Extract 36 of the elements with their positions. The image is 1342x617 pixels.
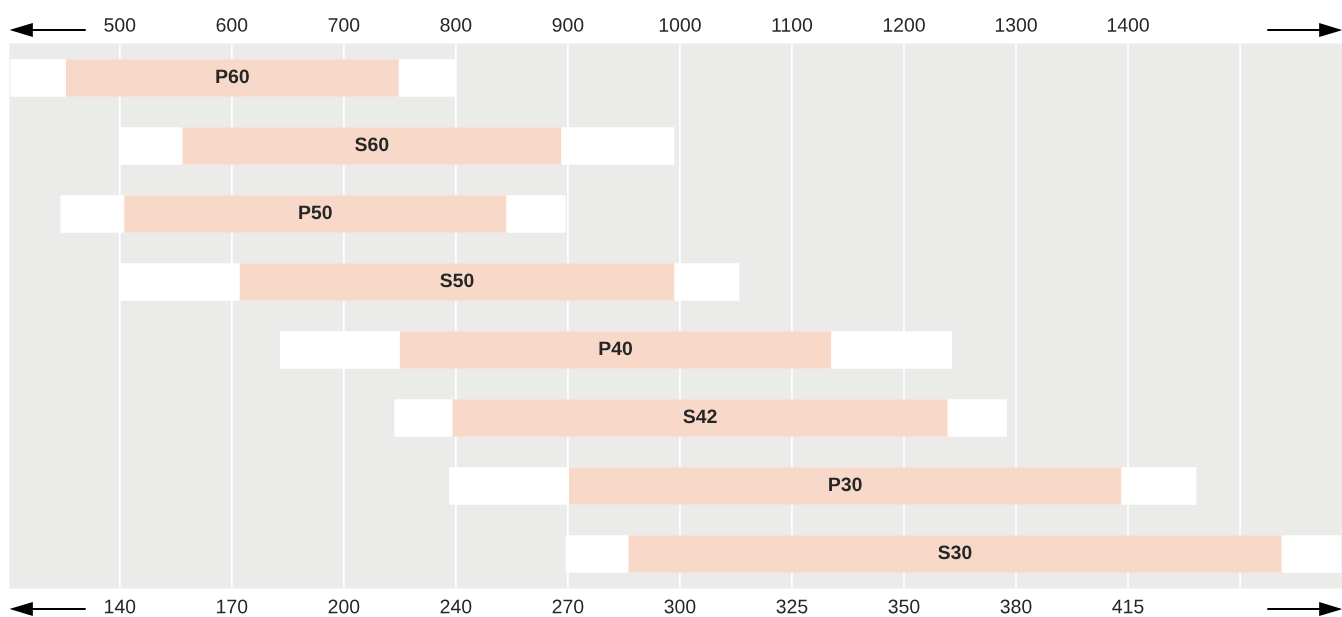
x-tick-label: 700 [328,18,360,32]
x-tick-label: 600 [216,18,248,32]
bar [452,399,948,437]
text: 300 [664,599,696,614]
y-tick-label: P50 [299,205,332,220]
x-tick-label: 800 [440,18,472,32]
text: 200 [328,599,360,614]
bar [569,467,1122,505]
x-tick-label: 1200 [883,18,925,32]
bar [66,59,399,97]
x-tick-label: 900 [552,18,584,32]
bar [124,195,507,233]
text: 270 [552,599,584,614]
x-tick-label: 1300 [995,18,1037,32]
x-tick-label: 500 [104,18,136,32]
text: 240 [440,599,472,614]
y-tick-label: S60 [355,137,389,152]
bar [239,263,675,301]
y-tick-label: P30 [829,477,862,492]
text: 350 [888,599,920,614]
text: 415 [1112,599,1144,614]
x-tick-label: 1400 [1107,18,1149,32]
text: 325 [776,599,808,614]
text: 380 [1000,599,1032,614]
y-tick-label: S30 [938,545,972,560]
y-tick-label: P60 [216,69,249,84]
y-tick-label: S42 [683,409,717,424]
text: 170 [217,599,248,614]
text: 140 [105,599,136,614]
x-tick-label: 1000 [659,18,701,32]
x-tick-label: 1100 [772,18,813,32]
y-tick-label: S50 [440,273,474,288]
bar [628,535,1282,573]
bar [399,331,832,369]
bar [182,127,562,165]
y-tick-label: P40 [599,341,633,356]
